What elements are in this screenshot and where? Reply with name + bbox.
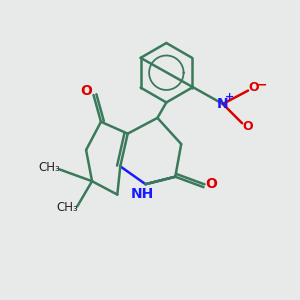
Text: −: − (256, 78, 267, 91)
Text: N: N (217, 97, 229, 111)
Text: O: O (243, 120, 254, 133)
Text: CH₃: CH₃ (56, 202, 78, 214)
Text: O: O (249, 81, 259, 94)
Text: CH₃: CH₃ (38, 161, 60, 174)
Text: O: O (205, 177, 217, 191)
Text: NH: NH (131, 187, 154, 201)
Text: +: + (225, 92, 234, 101)
Text: O: O (80, 84, 92, 98)
